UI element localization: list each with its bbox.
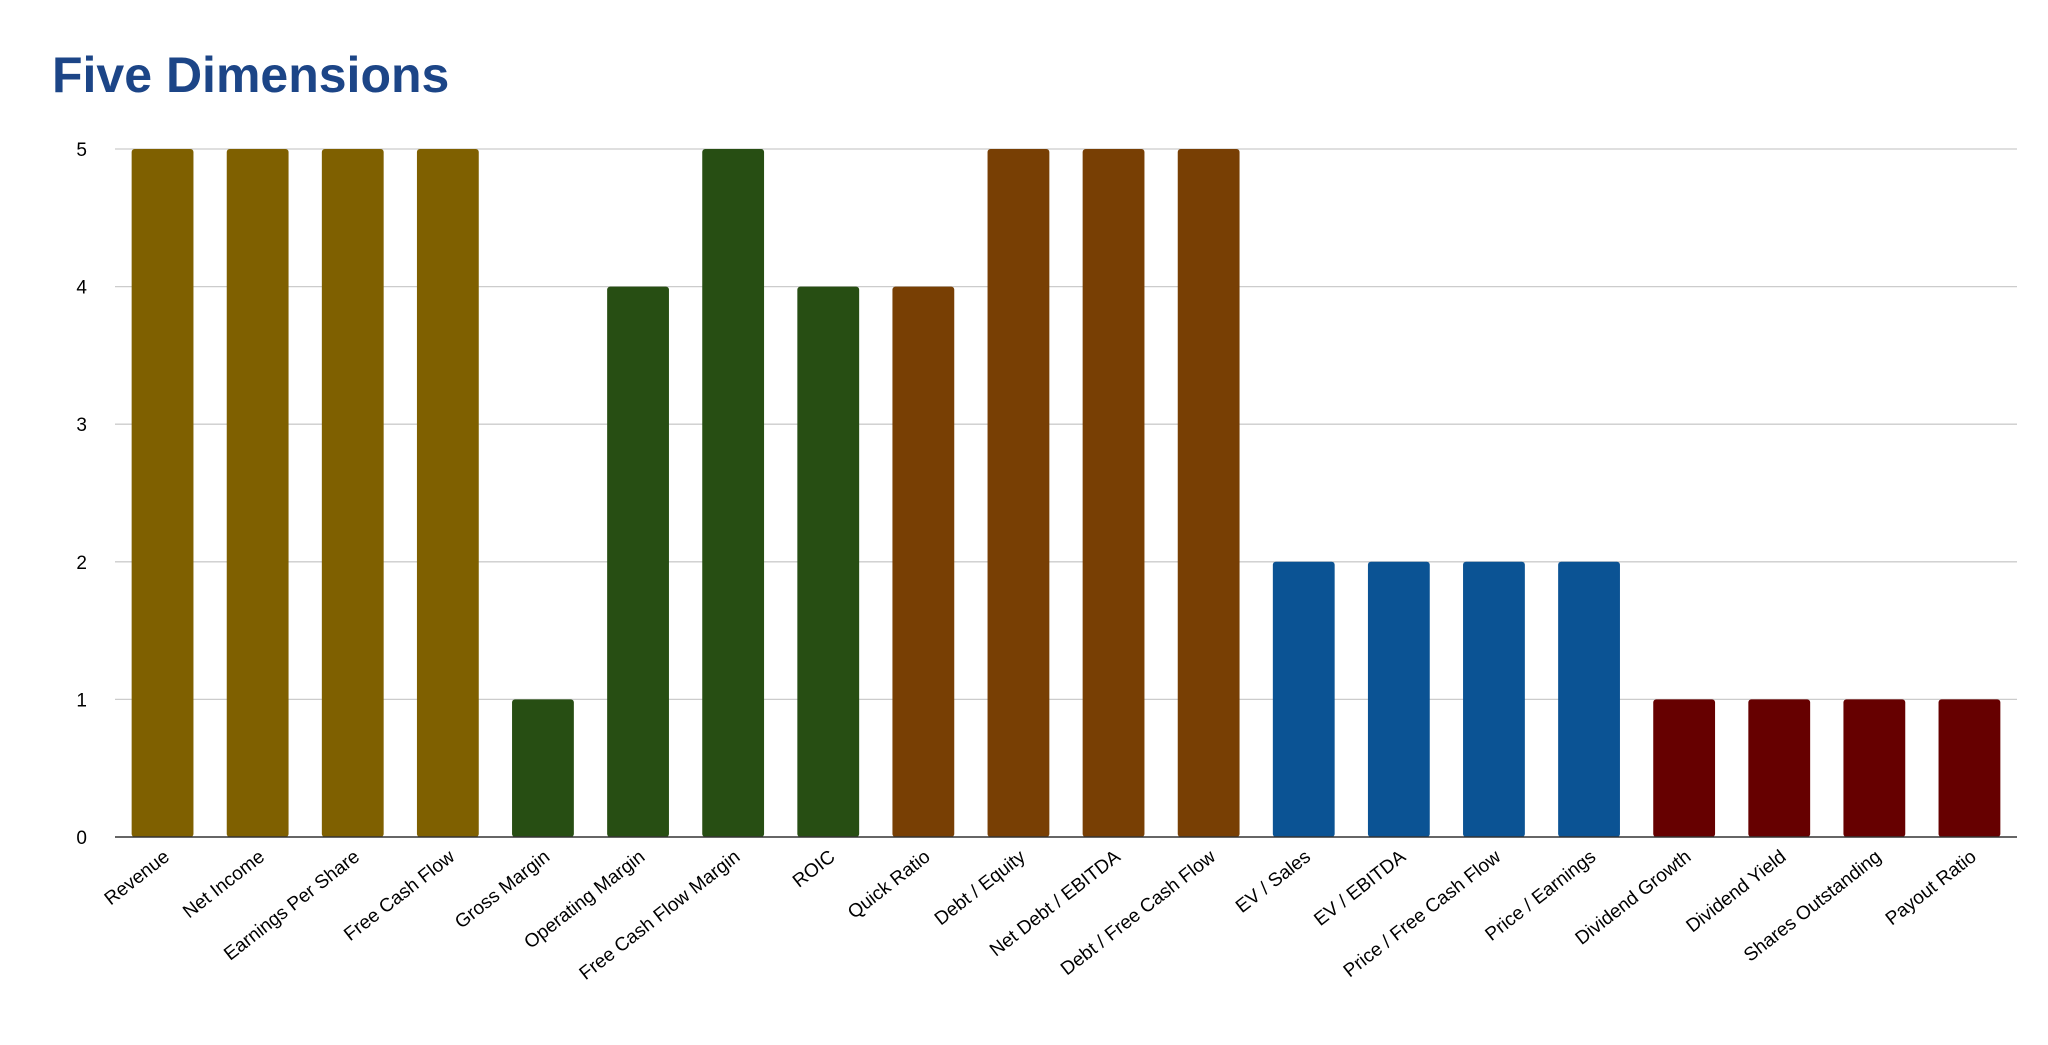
y-tick-label: 3 [76, 415, 87, 436]
bar [1653, 699, 1716, 837]
bar [226, 149, 289, 837]
y-axis-ticks: 0 1 2 3 4 5 [76, 140, 87, 849]
bar [702, 149, 765, 837]
bar [1938, 699, 2001, 837]
x-tick-label: EV / Sales [1232, 846, 1315, 917]
bar [1748, 699, 1811, 837]
bar [1463, 561, 1525, 837]
x-tick-label: EV / EBITDA [1310, 846, 1410, 930]
bar [1272, 561, 1335, 837]
x-tick-label: Debt / Equity [931, 846, 1030, 930]
bar [1558, 561, 1620, 837]
bar [1082, 149, 1145, 837]
x-tick-label: Revenue [101, 846, 174, 909]
bar [131, 149, 194, 837]
y-tick-label: 2 [76, 553, 87, 574]
y-tick-label: 1 [76, 690, 87, 711]
x-tick-label: Quick Ratio [844, 846, 934, 923]
chart-title: Five Dimensions [52, 47, 450, 103]
bar [321, 149, 384, 837]
grid-lines [115, 148, 2017, 701]
y-tick-label: 4 [76, 278, 87, 299]
x-tick-label: Net Income [179, 846, 268, 922]
bar [416, 149, 479, 837]
bar [797, 286, 860, 838]
x-tick-label: Price / Free Cash Flow [1340, 846, 1505, 982]
bar [892, 286, 955, 838]
x-tick-label: Free Cash Flow Margin [576, 846, 745, 984]
bar [1177, 149, 1240, 837]
bar [1843, 699, 1906, 837]
y-tick-label: 5 [76, 140, 87, 161]
bar [1367, 561, 1430, 837]
x-tick-label: Payout Ratio [1882, 846, 1981, 930]
x-tick-label: Gross Margin [451, 846, 554, 933]
bar [607, 286, 669, 838]
x-tick-label: ROIC [789, 846, 839, 892]
bar [512, 699, 574, 837]
y-tick-label: 0 [76, 828, 87, 849]
bars [131, 149, 2001, 838]
x-tick-label: Debt / Free Cash Flow [1057, 846, 1220, 980]
bar [987, 149, 1050, 837]
